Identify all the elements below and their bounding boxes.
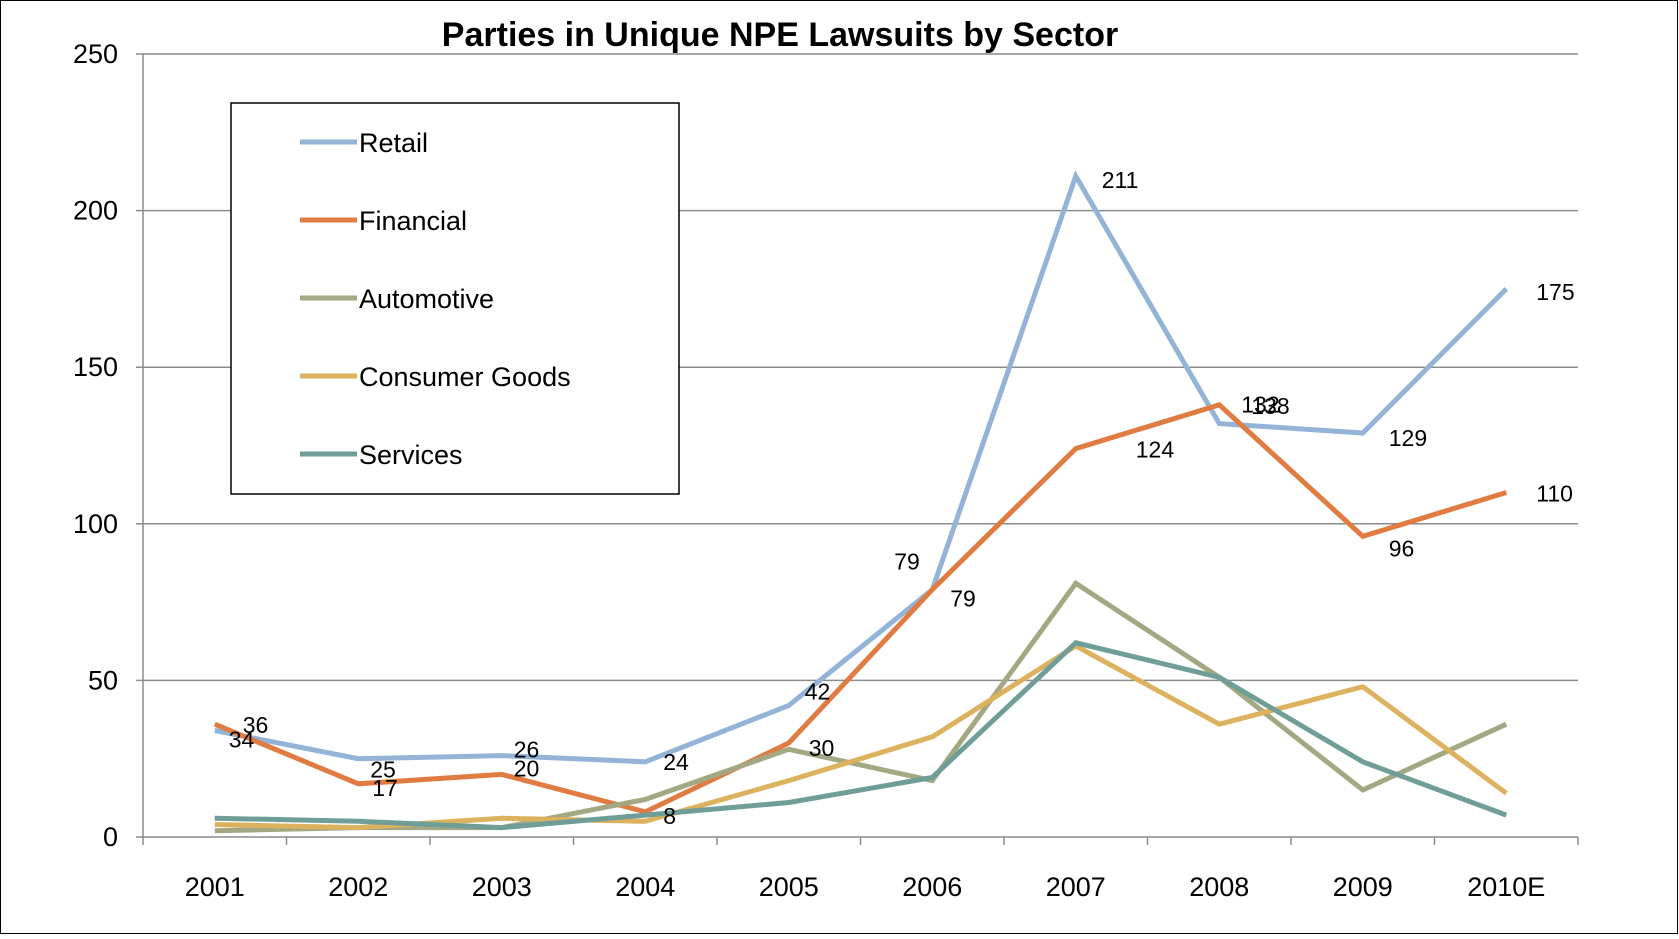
data-label: 30 xyxy=(809,735,835,761)
x-tick-label: 2006 xyxy=(902,872,962,902)
x-tick-label: 2005 xyxy=(759,872,819,902)
y-tick-label: 100 xyxy=(73,509,118,539)
legend-label: Consumer Goods xyxy=(359,362,571,392)
data-label: 129 xyxy=(1389,425,1427,451)
data-label: 138 xyxy=(1251,393,1289,419)
legend-label: Automotive xyxy=(359,284,494,314)
y-tick-label: 0 xyxy=(103,822,118,852)
x-tick-label: 2008 xyxy=(1189,872,1249,902)
data-label: 124 xyxy=(1136,437,1175,463)
legend-label: Retail xyxy=(359,128,428,158)
x-tick-label: 2010E xyxy=(1467,872,1545,902)
data-label: 36 xyxy=(243,712,269,738)
x-tick-label: 2004 xyxy=(615,872,675,902)
x-tick-label: 2007 xyxy=(1046,872,1106,902)
x-tick-label: 2001 xyxy=(185,872,245,902)
data-label: 79 xyxy=(950,586,976,612)
data-label: 175 xyxy=(1536,279,1574,305)
data-label: 110 xyxy=(1536,480,1573,506)
data-label: 20 xyxy=(514,755,540,781)
y-tick-label: 150 xyxy=(73,352,118,382)
y-tick-label: 250 xyxy=(73,39,118,69)
data-label: 96 xyxy=(1389,535,1415,561)
y-tick-label: 50 xyxy=(88,665,118,695)
x-tick-label: 2002 xyxy=(328,872,388,902)
legend-label: Financial xyxy=(359,206,467,236)
y-tick-label: 200 xyxy=(73,196,118,226)
data-label: 8 xyxy=(663,803,676,829)
data-label: 211 xyxy=(1102,167,1139,193)
data-label: 79 xyxy=(894,549,920,575)
legend: Retail Financial Automotive Consumer Goods S… xyxy=(231,103,679,494)
legend-label: Services xyxy=(359,440,463,470)
data-label: 42 xyxy=(805,678,831,704)
chart-title: Parties in Unique NPE Lawsuits by Sector xyxy=(442,16,1118,54)
x-tick-label: 2009 xyxy=(1333,872,1393,902)
data-label: 17 xyxy=(372,775,398,801)
x-tick-label: 2003 xyxy=(472,872,532,902)
data-label: 24 xyxy=(663,749,689,775)
